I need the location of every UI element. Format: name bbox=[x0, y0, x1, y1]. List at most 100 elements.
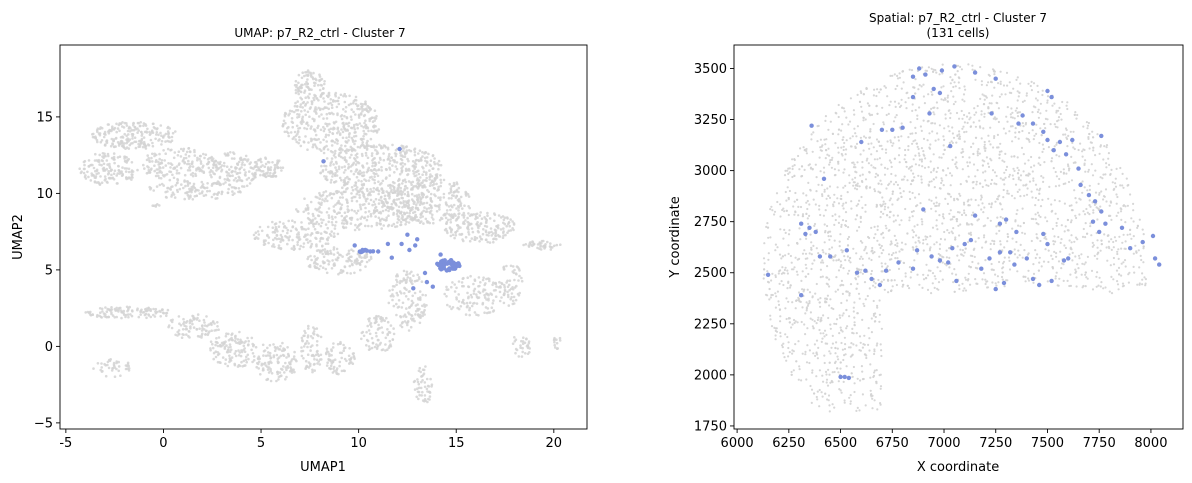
spatial-background-point bbox=[980, 113, 983, 116]
umap-background-point bbox=[458, 233, 462, 236]
umap-background-point bbox=[450, 215, 453, 219]
umap-background-point bbox=[222, 161, 226, 165]
umap-background-point bbox=[482, 276, 485, 280]
spatial-background-point bbox=[790, 370, 793, 374]
umap-background-point bbox=[344, 144, 347, 148]
umap-background-point bbox=[320, 164, 323, 168]
umap-background-point bbox=[406, 276, 410, 279]
umap-background-point bbox=[340, 166, 344, 169]
umap-background-point bbox=[98, 314, 101, 318]
umap-background-point bbox=[294, 101, 297, 105]
umap-background-point bbox=[364, 179, 368, 182]
umap-background-point bbox=[303, 197, 306, 200]
umap-background-point bbox=[330, 157, 334, 160]
umap-background-point bbox=[370, 190, 374, 193]
umap-background-point bbox=[146, 143, 150, 146]
umap-background-point bbox=[342, 226, 346, 230]
umap-background-point bbox=[105, 139, 109, 143]
umap-background-point bbox=[269, 166, 273, 169]
umap-background-point bbox=[162, 149, 165, 152]
umap-background-point bbox=[389, 186, 392, 190]
umap-x-tick-label: 10 bbox=[350, 436, 367, 451]
spatial-background-point bbox=[837, 151, 840, 154]
umap-background-point bbox=[446, 231, 449, 235]
spatial-background-point bbox=[1038, 256, 1041, 259]
umap-background-point bbox=[137, 129, 140, 132]
umap-background-point bbox=[263, 165, 267, 168]
spatial-background-point bbox=[1124, 265, 1127, 268]
umap-background-point bbox=[152, 122, 155, 126]
umap-background-point bbox=[126, 129, 130, 133]
umap-background-point bbox=[481, 301, 485, 305]
umap-background-point bbox=[427, 207, 431, 210]
umap-background-point bbox=[325, 175, 328, 178]
umap-background-point bbox=[189, 165, 192, 168]
umap-background-point bbox=[375, 343, 378, 346]
spatial-background-point bbox=[862, 119, 865, 122]
umap-background-point bbox=[338, 211, 342, 215]
umap-background-point bbox=[148, 133, 152, 137]
umap-background-point bbox=[369, 212, 373, 216]
umap-background-point bbox=[92, 166, 96, 170]
umap-background-point bbox=[125, 134, 128, 138]
spatial-background-point bbox=[1120, 274, 1123, 277]
umap-background-point bbox=[284, 378, 287, 381]
umap-background-point bbox=[361, 203, 365, 207]
umap-background-point bbox=[187, 330, 191, 333]
umap-background-point bbox=[361, 105, 364, 108]
umap-background-point bbox=[407, 203, 411, 207]
umap-background-point bbox=[425, 201, 429, 205]
umap-background-point bbox=[268, 343, 272, 347]
umap-background-point bbox=[146, 127, 149, 131]
umap-background-point bbox=[230, 165, 233, 169]
umap-background-point bbox=[101, 159, 104, 163]
umap-background-point bbox=[213, 329, 216, 332]
umap-background-point bbox=[386, 201, 389, 205]
umap-background-point bbox=[395, 313, 398, 317]
spatial-background-point bbox=[831, 334, 834, 337]
umap-background-point bbox=[340, 356, 344, 360]
umap-background-point bbox=[105, 180, 109, 184]
umap-background-point bbox=[498, 290, 502, 294]
umap-background-point bbox=[94, 176, 97, 180]
umap-background-point bbox=[119, 122, 123, 126]
umap-background-point bbox=[311, 336, 315, 340]
umap-background-point bbox=[555, 347, 559, 351]
umap-background-point bbox=[493, 237, 496, 240]
umap-background-point bbox=[330, 139, 334, 143]
umap-background-point bbox=[95, 159, 99, 162]
umap-background-point bbox=[420, 380, 423, 384]
spatial-background-point bbox=[1063, 202, 1066, 205]
umap-background-point bbox=[257, 367, 261, 370]
umap-background-point bbox=[435, 176, 439, 179]
umap-background-point bbox=[430, 175, 434, 178]
umap-background-point bbox=[341, 148, 344, 152]
spatial-background-point bbox=[1031, 129, 1034, 132]
spatial-background-point bbox=[1093, 254, 1096, 257]
umap-background-point bbox=[502, 266, 505, 269]
umap-background-point bbox=[486, 240, 490, 244]
umap-background-point bbox=[337, 96, 341, 100]
umap-background-point bbox=[217, 336, 221, 339]
umap-background-point bbox=[418, 195, 422, 199]
umap-background-point bbox=[232, 186, 236, 189]
spatial-background-point bbox=[922, 249, 925, 252]
spatial-background-point bbox=[815, 375, 818, 378]
umap-background-point bbox=[199, 162, 203, 165]
spatial-background-point bbox=[1098, 152, 1101, 155]
umap-background-point bbox=[212, 357, 215, 361]
spatial-background-point bbox=[787, 252, 790, 255]
umap-background-point bbox=[405, 288, 408, 292]
umap-background-point bbox=[237, 187, 241, 190]
umap-background-point bbox=[421, 374, 425, 377]
umap-background-point bbox=[121, 125, 124, 128]
spatial-background-point bbox=[787, 178, 790, 182]
umap-background-point bbox=[330, 178, 333, 182]
umap-background-point bbox=[99, 175, 102, 178]
umap-background-point bbox=[493, 219, 496, 223]
umap-background-point bbox=[417, 386, 421, 390]
umap-background-point bbox=[208, 171, 212, 174]
umap-background-point bbox=[110, 306, 113, 309]
umap-background-point bbox=[191, 165, 195, 168]
umap-background-point bbox=[509, 218, 512, 221]
